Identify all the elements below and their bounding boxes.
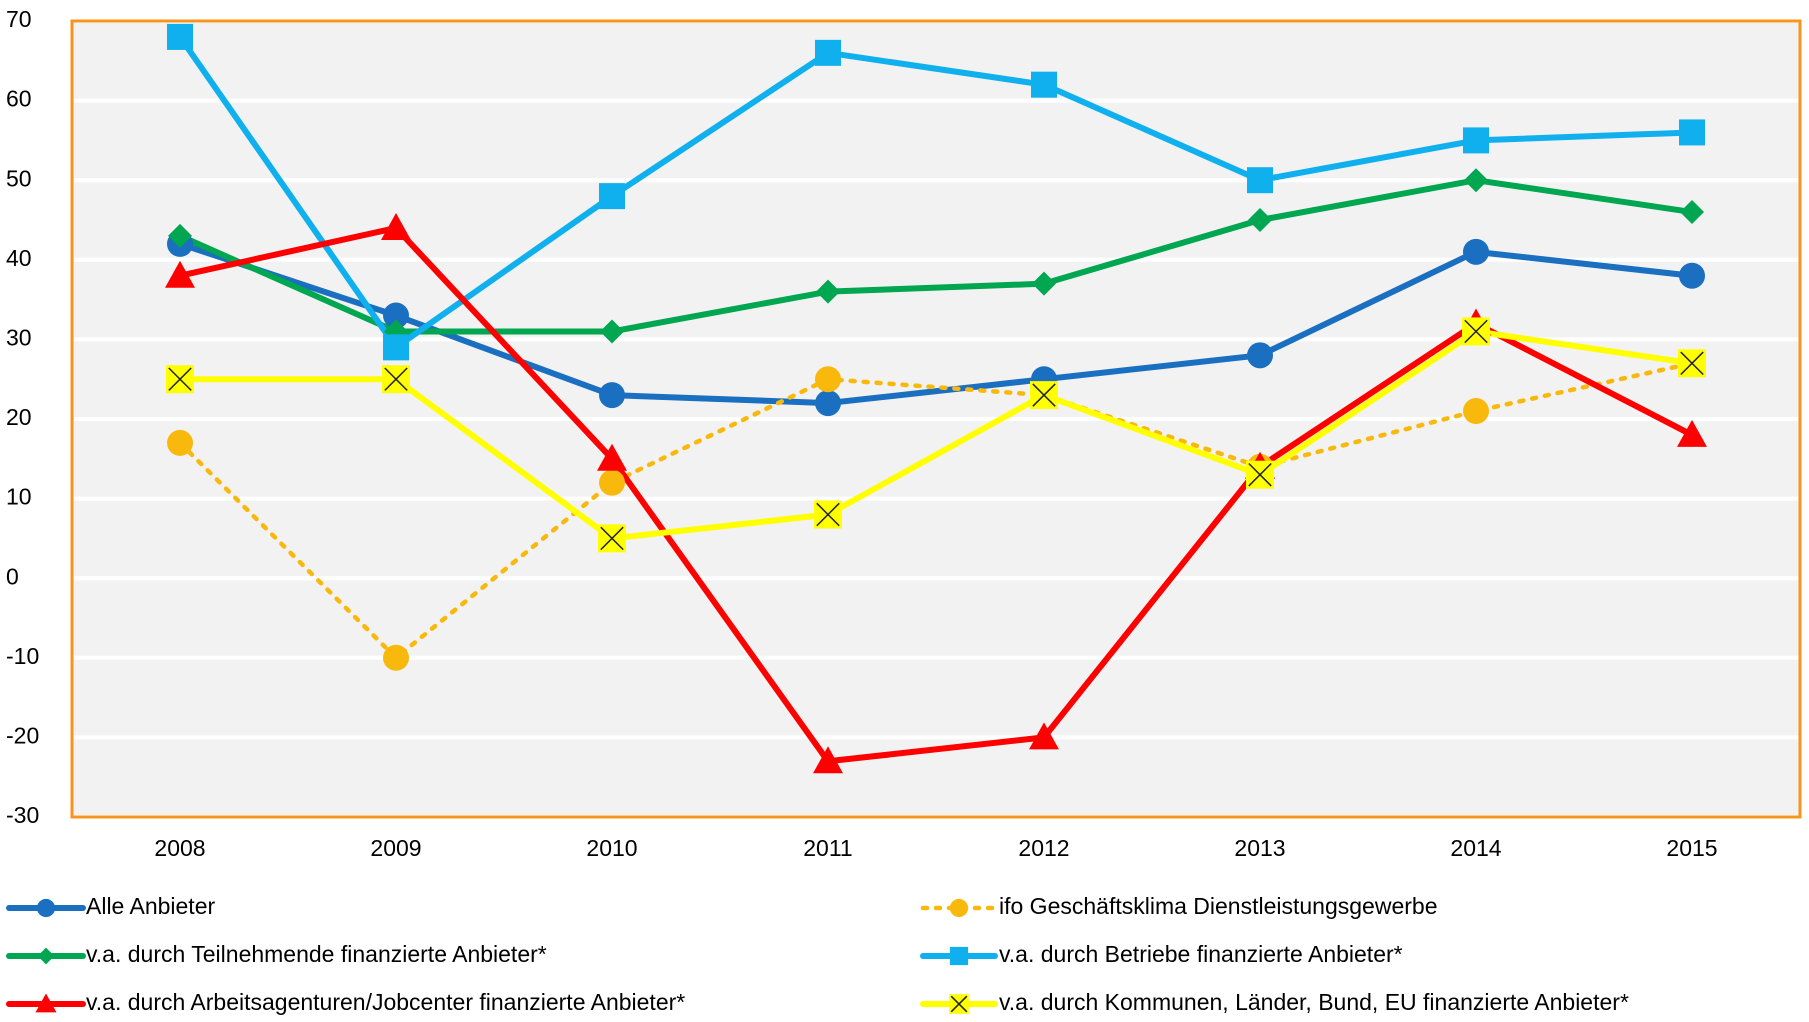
marker <box>1246 460 1274 489</box>
y-tick-label: -30 <box>6 802 39 828</box>
marker-cross <box>168 367 192 391</box>
marker <box>1463 398 1489 425</box>
marker <box>1463 238 1489 265</box>
marker <box>1463 127 1489 154</box>
legend-label: v.a. durch Arbeitsagenturen/Jobcenter fi… <box>86 989 685 1015</box>
x-tick-label: 2014 <box>1450 835 1501 861</box>
marker-cross <box>1248 462 1272 487</box>
marker <box>1677 419 1707 447</box>
marker <box>814 500 842 529</box>
y-tick-label: 70 <box>6 6 32 32</box>
series-line <box>177 361 1695 661</box>
marker <box>383 334 409 361</box>
marker <box>813 746 843 774</box>
marker <box>1464 168 1488 193</box>
marker <box>815 390 841 417</box>
marker <box>815 39 841 66</box>
legend-label: v.a. durch Kommunen, Länder, Bund, EU fi… <box>999 989 1629 1015</box>
marker <box>1678 349 1706 378</box>
marker-cross <box>1464 319 1488 344</box>
marker <box>36 898 56 918</box>
marker <box>165 260 195 288</box>
y-tick-label: -10 <box>6 643 39 669</box>
series-line <box>177 328 1695 542</box>
x-tick-label: 2015 <box>1666 835 1717 861</box>
marker <box>815 366 841 393</box>
marker <box>600 319 624 344</box>
marker <box>597 443 627 471</box>
y-tick-label: 20 <box>6 404 32 430</box>
marker <box>599 382 625 409</box>
marker <box>1247 342 1273 369</box>
marker <box>1029 722 1059 750</box>
marker-cross <box>384 367 408 391</box>
marker-cross <box>1680 351 1704 376</box>
marker <box>1248 208 1272 232</box>
y-tick-label: 0 <box>6 563 19 589</box>
marker-cross <box>600 526 624 551</box>
marker <box>1030 381 1058 410</box>
marker <box>599 183 625 210</box>
series-line <box>177 33 1695 351</box>
y-tick-label: 30 <box>6 324 32 350</box>
marker <box>167 429 193 456</box>
x-tick-label: 2011 <box>803 835 852 861</box>
legend-label: v.a. durch Teilnehmende finanzierte Anbi… <box>86 941 547 967</box>
legend-label: Alle Anbieter <box>86 893 215 919</box>
series-line <box>177 177 1695 335</box>
marker <box>381 212 411 240</box>
marker <box>1247 167 1273 194</box>
marker <box>37 947 55 965</box>
x-tick-label: 2012 <box>1018 835 1069 861</box>
y-tick-label: 60 <box>6 86 32 112</box>
series-line <box>177 224 1695 765</box>
marker <box>949 994 969 1014</box>
x-tick-label: 2013 <box>1234 835 1285 861</box>
legend-label: v.a. durch Betriebe finanzierte Anbieter… <box>999 941 1403 967</box>
marker <box>1679 119 1705 146</box>
marker-cross <box>816 502 840 527</box>
marker <box>816 279 840 304</box>
y-tick-label: 10 <box>6 484 32 510</box>
marker-cross <box>950 995 968 1013</box>
legend-label: ifo Geschäftsklima Dienstleistungsgewerb… <box>999 893 1437 919</box>
marker <box>166 365 194 394</box>
marker <box>167 23 193 50</box>
marker <box>598 524 626 553</box>
marker <box>383 302 409 329</box>
y-tick-label: -20 <box>6 722 39 748</box>
marker <box>599 469 625 496</box>
marker <box>1032 271 1056 296</box>
x-tick-label: 2008 <box>154 835 205 861</box>
x-tick-label: 2010 <box>586 835 637 861</box>
marker <box>949 946 969 966</box>
marker <box>382 365 410 394</box>
marker <box>1680 200 1704 225</box>
y-tick-label: 50 <box>6 165 32 191</box>
marker <box>949 898 969 918</box>
marker <box>383 644 409 671</box>
marker <box>1462 317 1490 346</box>
marker <box>1679 262 1705 289</box>
marker <box>168 223 192 248</box>
marker <box>35 993 57 1013</box>
marker <box>1031 71 1057 98</box>
plot-border <box>70 19 1802 819</box>
x-tick-label: 2009 <box>370 835 421 861</box>
marker-cross <box>1032 383 1056 407</box>
y-tick-label: 40 <box>6 245 32 271</box>
